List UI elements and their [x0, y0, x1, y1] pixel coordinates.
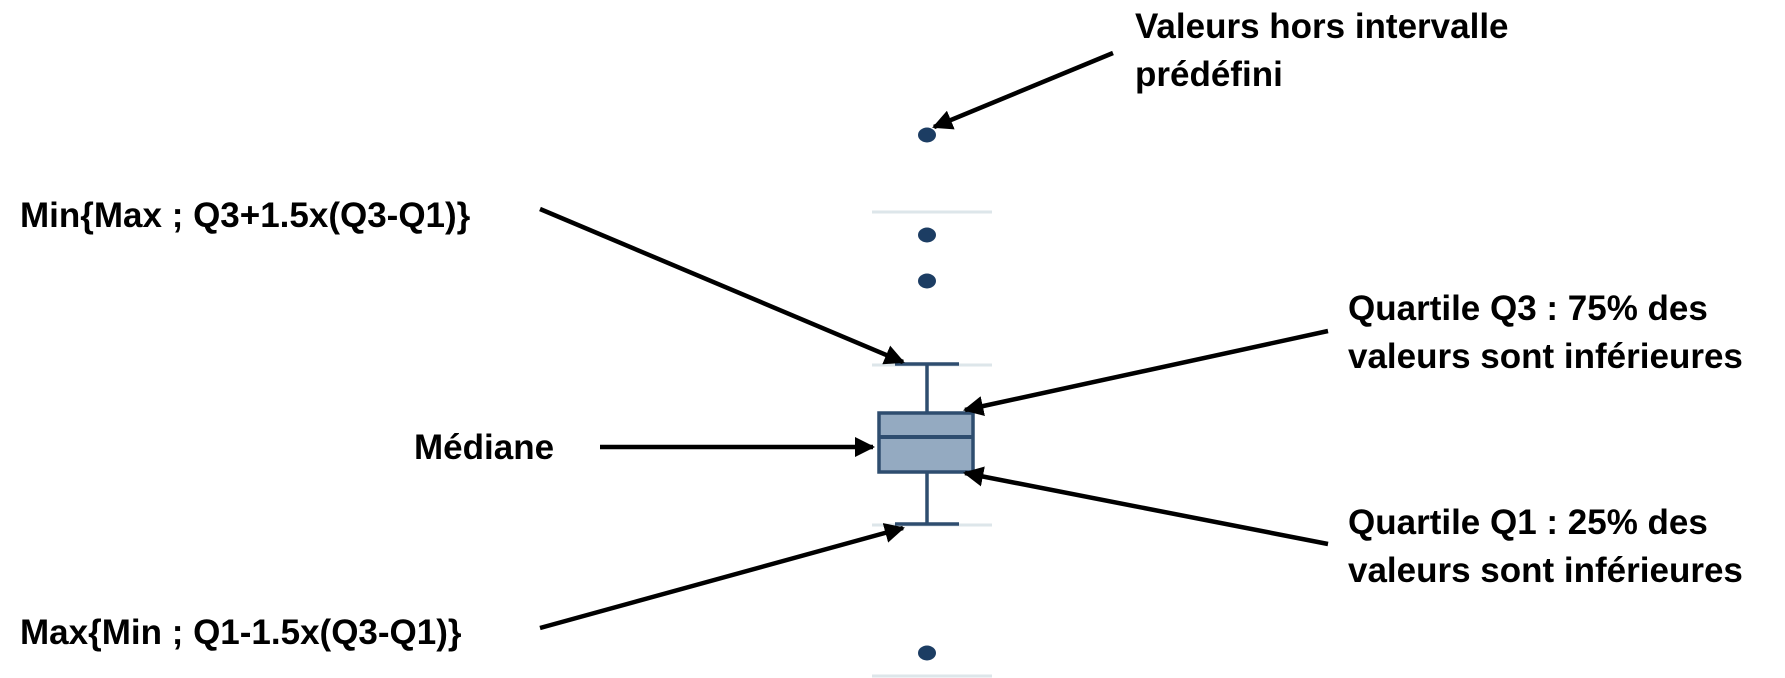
boxplot — [877, 362, 975, 526]
q1-label-line-2: valeurs sont inférieures — [1348, 551, 1743, 590]
upper-whisker-label: Min{Max ; Q3+1.5x(Q3-Q1)} — [20, 196, 471, 235]
outlier-points — [918, 127, 936, 661]
q1-label-line-1: Quartile Q1 : 25% des — [1348, 503, 1708, 542]
q3-label: Quartile Q3 : 75% des valeurs sont infér… — [1348, 285, 1743, 381]
lower-whisker-label: Max{Min ; Q1-1.5x(Q3-Q1)} — [20, 613, 462, 652]
outliers-label: Valeurs hors intervalle prédéfini — [1135, 3, 1509, 99]
arrow-q3 — [963, 328, 1329, 417]
arrow-lower-whisker — [539, 523, 905, 631]
iqr-box — [877, 411, 975, 474]
outlier-point — [918, 645, 936, 661]
q3-label-line-2: valeurs sont inférieures — [1348, 337, 1743, 376]
annotation-arrows — [539, 50, 1329, 631]
outliers-label-line-1: Valeurs hors intervalle — [1135, 7, 1509, 46]
outlier-point — [918, 127, 936, 143]
arrow-upper-whisker — [539, 206, 905, 365]
median-label: Médiane — [414, 428, 555, 467]
q1-label: Quartile Q1 : 25% des valeurs sont infér… — [1348, 499, 1743, 595]
outlier-point — [918, 273, 936, 289]
q3-label-line-1: Quartile Q3 : 75% des — [1348, 289, 1708, 328]
outlier-point — [918, 227, 936, 243]
outliers-label-line-2: prédéfini — [1135, 55, 1283, 94]
arrow-q1 — [963, 466, 1329, 547]
arrow-outliers — [932, 50, 1114, 130]
